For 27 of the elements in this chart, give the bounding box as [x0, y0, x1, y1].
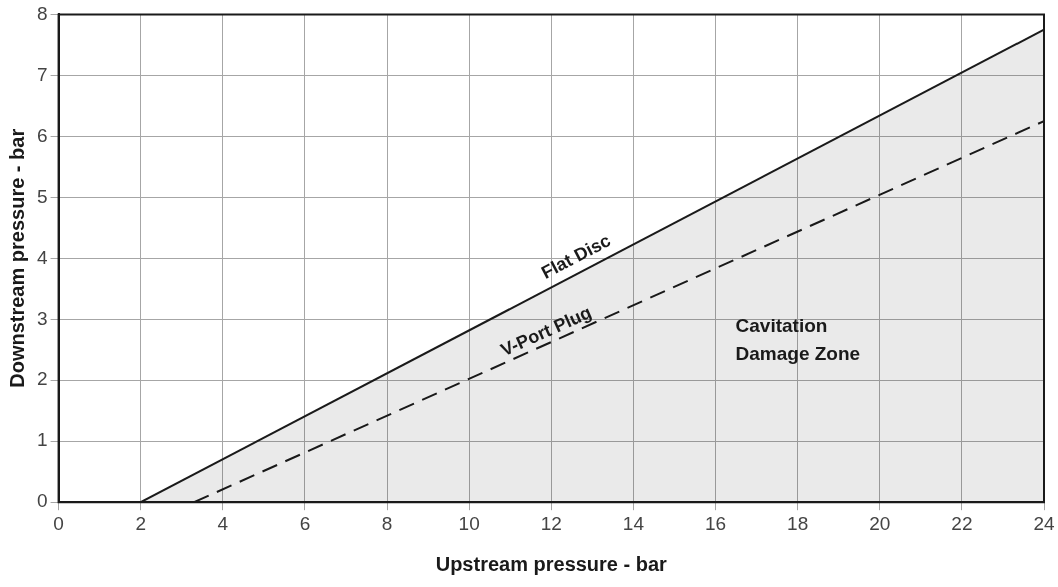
y-tick-label: 5 [36, 185, 48, 207]
text: V-Port Plug [497, 302, 595, 361]
x-tick-label: 4 [217, 512, 229, 534]
x-tick-label: 14 [622, 512, 645, 534]
y-tick-label: 1 [36, 429, 48, 451]
x-tick-label: 0 [53, 512, 64, 534]
y-tick-label: 0 [36, 490, 48, 512]
x-tick-label: 12 [540, 512, 562, 534]
y-axis-title: Downstream pressure - bar [5, 128, 28, 388]
text: Flat Disc [538, 230, 614, 283]
y-tick-label: 8 [36, 2, 48, 24]
x-tick-label: 22 [951, 512, 973, 534]
y-tick-label: 3 [36, 307, 48, 329]
x-tick-label: 18 [787, 512, 809, 534]
x-tick-label: 24 [1033, 512, 1055, 534]
y-tick-label: 7 [36, 63, 48, 85]
y-tick-label: 6 [36, 124, 48, 146]
x-tick-label: 20 [869, 512, 891, 534]
annotation: Cavitation Damage Zone [735, 314, 861, 364]
x-tick-label: 8 [381, 512, 393, 534]
x-tick-label: 6 [299, 512, 311, 534]
x-axis-title: Upstream pressure - bar [435, 552, 668, 575]
y-tick-label: 4 [36, 246, 48, 268]
x-tick-label: 16 [704, 512, 727, 534]
x-tick-label: 2 [135, 512, 146, 534]
y-tick-label: 2 [36, 368, 48, 390]
x-tick-label: 10 [458, 512, 480, 534]
